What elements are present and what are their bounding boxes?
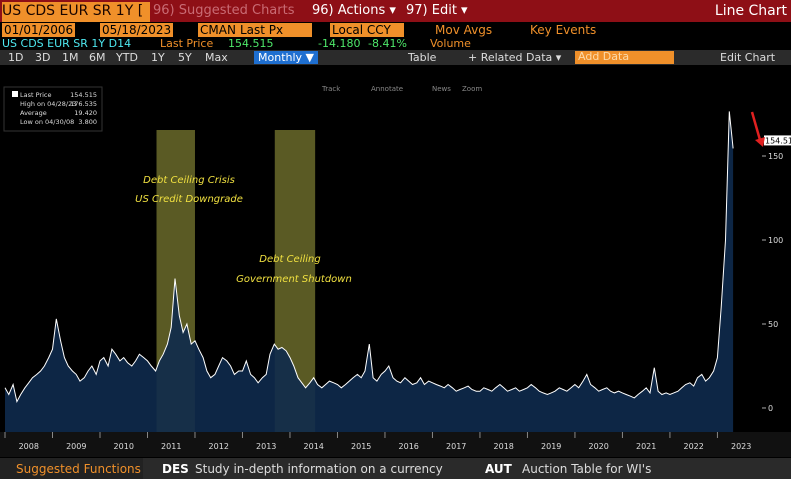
ticker: US CDS EUR SR 1Y D14: [2, 37, 132, 50]
security-field[interactable]: US CDS EUR SR 1Y [: [2, 2, 150, 22]
table-button[interactable]: Table: [408, 51, 437, 64]
x-tick-label: 2013: [256, 442, 276, 451]
stats-label: Last Price: [20, 91, 51, 99]
title-bar: US CDS EUR SR 1Y [ 96) Suggested Charts …: [0, 0, 791, 22]
function-code[interactable]: DES: [162, 462, 189, 476]
edit-chart[interactable]: Edit Chart: [720, 51, 776, 64]
stats-label: Low on 04/30/08: [20, 118, 74, 126]
volume-label: Volume: [430, 37, 471, 50]
x-tick-label: 2015: [351, 442, 371, 451]
x-tick-label: 2020: [589, 442, 609, 451]
annotation: Government Shutdown: [236, 274, 352, 285]
footer: Suggested Functions DES Study in-depth i…: [0, 458, 791, 479]
chart-tool: Zoom: [462, 85, 482, 93]
field-select[interactable]: Last Px: [238, 23, 312, 37]
x-tick-label: 2009: [66, 442, 86, 451]
x-tick-label: 2019: [541, 442, 561, 451]
stats-label: Average: [20, 109, 47, 117]
annotation-arrow: [750, 111, 762, 141]
price-line: [4, 111, 734, 404]
price-label: Last Price: [160, 37, 214, 50]
stats-value: 176.535: [70, 100, 97, 108]
y-tick-label: 100: [768, 236, 783, 245]
period-button[interactable]: 1D: [8, 51, 24, 64]
x-tick-label: 2017: [446, 442, 466, 451]
edit-menu[interactable]: 97) Edit ▾: [406, 3, 468, 18]
currency-select[interactable]: Local CCY: [330, 23, 404, 37]
y-tick-label: 0: [768, 404, 773, 413]
y-tick-label: 150: [768, 152, 783, 161]
chart-kind: Line Chart: [714, 3, 787, 19]
x-tick-label: 2018: [494, 442, 514, 451]
last-price-box: [764, 135, 791, 146]
x-tick-label: 2012: [209, 442, 229, 451]
price: 154.515: [228, 37, 274, 50]
period-button[interactable]: 5Y: [178, 51, 192, 64]
change: -14.180: [318, 37, 361, 50]
annotation: Debt Ceiling Crisis: [143, 175, 235, 186]
x-axis-band: [0, 432, 791, 457]
chart-tool: Track: [321, 85, 341, 93]
chart: Track Annotate News Zoom 0 50 100 150 154.51 2008…: [0, 65, 791, 457]
source-field[interactable]: CMAN: [198, 23, 238, 37]
function-text[interactable]: Auction Table for WI's: [522, 462, 652, 476]
function-code[interactable]: AUT: [485, 462, 512, 476]
period-button[interactable]: YTD: [116, 51, 138, 64]
period-button[interactable]: 1Y: [151, 51, 165, 64]
related-data[interactable]: + Related Data ▾: [468, 51, 562, 64]
add-data[interactable]: Add Data: [575, 51, 674, 64]
x-tick-label: 2016: [399, 442, 419, 451]
annotation: US Credit Downgrade: [135, 194, 243, 205]
stats-label: High on 04/28/23: [20, 100, 76, 108]
period-button[interactable]: 6M: [89, 51, 106, 64]
x-tick-label: 2014: [304, 442, 324, 451]
y-tick-label: 50: [768, 320, 778, 329]
stats-value: 154.515: [70, 91, 97, 99]
key-events[interactable]: Key Events: [530, 23, 597, 37]
mov-avgs[interactable]: Mov Avgs: [435, 23, 493, 37]
x-tick-label: 2008: [19, 442, 39, 451]
frequency[interactable]: Monthly ▼: [254, 51, 318, 64]
suggested-functions: Suggested Functions: [0, 458, 143, 479]
actions-menu[interactable]: 96) Actions ▾: [312, 3, 396, 18]
x-tick-label: 2010: [114, 442, 134, 451]
function-text[interactable]: Study in-depth information on a currency: [195, 462, 443, 476]
chart-tool: News: [432, 85, 451, 93]
annotation: Debt Ceiling: [259, 254, 320, 265]
annotation-arrowhead: [755, 137, 765, 147]
stats-value: 19.420: [74, 109, 97, 117]
start-date[interactable]: 01/01/2006: [2, 23, 76, 37]
stats-box: [3, 86, 103, 132]
period-button[interactable]: Max: [205, 51, 228, 64]
x-tick-label: 2021: [636, 442, 656, 451]
area-fill: [5, 111, 734, 433]
change-pct: -8.41%: [368, 37, 407, 50]
last-price-label: 154.51: [765, 136, 791, 145]
controls-bar: 01/01/2006 05/18/2023 CMAN Last Px Local…: [0, 23, 791, 37]
x-tick-label: 2011: [161, 442, 181, 451]
suggested-charts[interactable]: 96) Suggested Charts: [153, 3, 295, 18]
period-button[interactable]: 1M: [62, 51, 79, 64]
stats-value: 3.800: [78, 118, 97, 126]
period-button[interactable]: 3D: [35, 51, 51, 64]
legend-swatch: [12, 91, 18, 97]
x-tick-label: 2023: [731, 442, 751, 451]
toolbar: Monthly ▼ Table + Related Data ▾ Add Dat…: [0, 50, 791, 65]
quote-bar: US CDS EUR SR 1Y D14 Last Price 154.515 …: [0, 38, 791, 50]
end-date[interactable]: 05/18/2023: [100, 23, 174, 37]
chart-tool: Annotate: [371, 85, 403, 93]
x-tick-label: 2022: [684, 442, 704, 451]
